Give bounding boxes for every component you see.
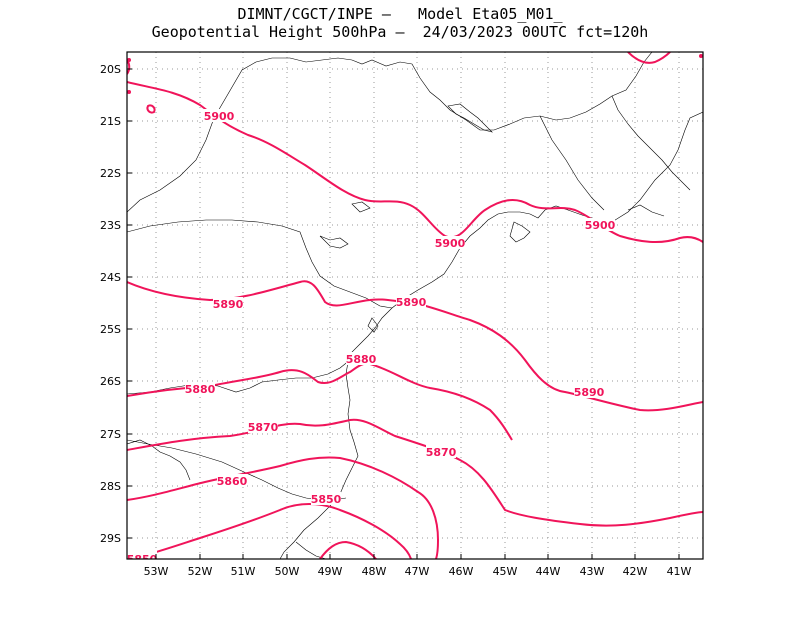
lat-tick-label: 29S xyxy=(100,532,121,545)
lon-tick-label: 51W xyxy=(231,565,256,578)
national-border xyxy=(127,439,191,481)
lat-tick-label: 23S xyxy=(100,219,121,232)
edge-markers xyxy=(127,54,703,94)
lon-tick-label: 46W xyxy=(449,565,474,578)
contour-label: 5900 xyxy=(435,237,466,250)
coastline xyxy=(279,111,703,559)
contour-label-group: 5900 5900 5900 5890 5890 5890 5880 5880 … xyxy=(127,109,616,566)
lat-tick-label: 20S xyxy=(100,63,121,76)
longitude-labels: 53W 52W 51W 50W 49W 48W 47W 46W 45W 44W … xyxy=(144,565,692,578)
contour-label: 5890 xyxy=(396,296,427,309)
lat-tick-label: 21S xyxy=(100,115,121,128)
lon-tick-label: 52W xyxy=(188,565,213,578)
contour-5850 xyxy=(127,503,412,559)
contour-5880 xyxy=(127,362,513,441)
island-outline xyxy=(367,317,379,333)
title-line-2: Geopotential Height 500hPa – 24/03/2023 … xyxy=(151,23,649,41)
contour-label: 5860 xyxy=(217,475,248,488)
lon-tick-label: 49W xyxy=(318,565,343,578)
state-border-mg-rj xyxy=(611,95,691,191)
state-border-sp-pr xyxy=(127,219,393,309)
state-border-north xyxy=(127,57,451,213)
state-border-pr-sc xyxy=(127,359,351,395)
contour-label: 5850 xyxy=(311,493,342,506)
contour-5900-ne xyxy=(627,52,671,64)
contour-5870 xyxy=(127,418,703,527)
map-title: DIMNT/CGCT/INPE – Model Eta05_M01_ Geopo… xyxy=(0,5,800,41)
contour-5900-small xyxy=(146,104,156,114)
contour-label: 5890 xyxy=(213,298,244,311)
title-line-1: DIMNT/CGCT/INPE – Model Eta05_M01_ xyxy=(237,5,563,23)
edge-marker xyxy=(127,90,131,94)
lon-tick-label: 47W xyxy=(405,565,430,578)
contour-label: 5870 xyxy=(426,446,457,459)
lat-tick-label: 25S xyxy=(100,323,121,336)
lat-tick-label: 22S xyxy=(100,167,121,180)
coast-detail-north xyxy=(627,204,665,217)
lon-tick-label: 41W xyxy=(667,565,692,578)
lon-tick-label: 42W xyxy=(623,565,648,578)
lon-tick-label: 53W xyxy=(144,565,169,578)
reservoir-outline xyxy=(319,235,349,249)
contour-label: 5900 xyxy=(204,110,235,123)
lon-tick-label: 48W xyxy=(362,565,387,578)
coastline-and-borders xyxy=(127,52,703,559)
state-border-sp-rj xyxy=(539,115,605,211)
lon-tick-label: 50W xyxy=(275,565,300,578)
bay-outline xyxy=(509,221,531,243)
latitude-labels: 20S 21S 22S 23S 24S 25S 26S 27S 28S 29S xyxy=(100,63,121,545)
lat-tick-label: 28S xyxy=(100,480,121,493)
axis-ticks xyxy=(127,68,680,559)
lon-tick-label: 43W xyxy=(580,565,605,578)
contour-5900-west xyxy=(127,81,703,244)
lat-tick-label: 26S xyxy=(100,375,121,388)
state-border-sc-rs xyxy=(127,439,347,501)
lake-outline xyxy=(447,103,493,133)
contour-5840 xyxy=(319,540,377,559)
edge-marker xyxy=(699,54,703,58)
contour-label: 5900 xyxy=(585,219,616,232)
contour-label: 5850 xyxy=(127,553,158,566)
lat-tick-label: 27S xyxy=(100,428,121,441)
lon-tick-label: 44W xyxy=(536,565,561,578)
plot-frame xyxy=(126,51,704,560)
contour-label: 5890 xyxy=(574,386,605,399)
state-border-sp-mg xyxy=(449,52,653,131)
lon-tick-label: 45W xyxy=(493,565,518,578)
lat-tick-label: 24S xyxy=(100,271,121,284)
edge-marker xyxy=(127,58,131,62)
reservoir-outline-2 xyxy=(351,201,371,213)
contour-label: 5870 xyxy=(248,421,279,434)
contour-label: 5880 xyxy=(346,353,377,366)
contour-5860 xyxy=(127,456,440,559)
contour-label: 5880 xyxy=(185,383,216,396)
